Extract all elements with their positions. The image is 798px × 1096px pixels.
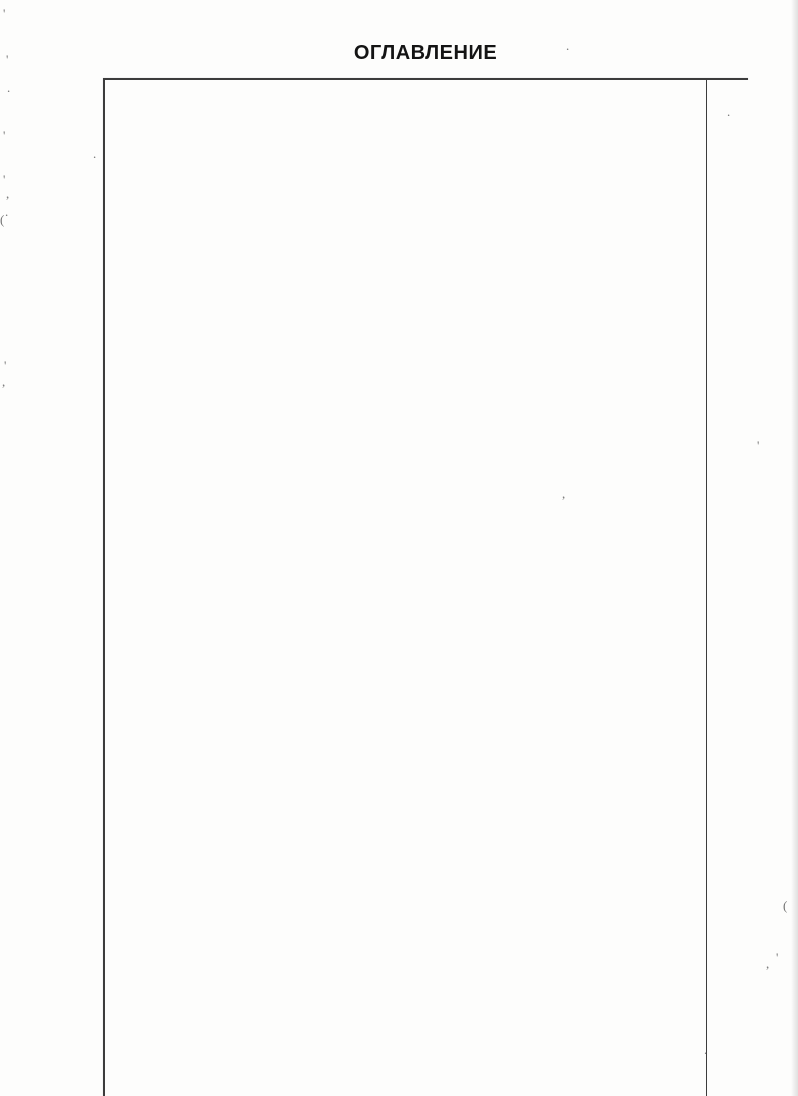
page-content: ОГЛАВЛЕНИЕ Список сокращений………………………………… bbox=[103, 42, 798, 1096]
toc-item-title: Список сокращений……………………………………………………………… bbox=[105, 80, 706, 1096]
scan-artifact: , bbox=[2, 374, 6, 389]
scan-artifact: . bbox=[93, 146, 97, 161]
table-of-contents: Список сокращений……………………………………………………………… bbox=[103, 78, 798, 1096]
scan-artifact: . bbox=[7, 80, 11, 95]
scan-artifact: ( bbox=[0, 212, 5, 227]
scan-artifact: ' bbox=[4, 358, 7, 373]
scan-artifact: ' bbox=[6, 52, 9, 67]
scan-artifact: , bbox=[6, 186, 10, 201]
scan-artifact: ' bbox=[3, 128, 6, 143]
scan-artifact: ' bbox=[3, 172, 6, 187]
scan-artifact: . bbox=[5, 204, 9, 219]
toc-page-number: 4. bbox=[706, 80, 798, 1096]
page-title: ОГЛАВЛЕНИЕ bbox=[353, 42, 498, 64]
toc-row: Список сокращений……………………………………………………………… bbox=[105, 80, 798, 1096]
scan-artifact: ' bbox=[3, 6, 6, 21]
